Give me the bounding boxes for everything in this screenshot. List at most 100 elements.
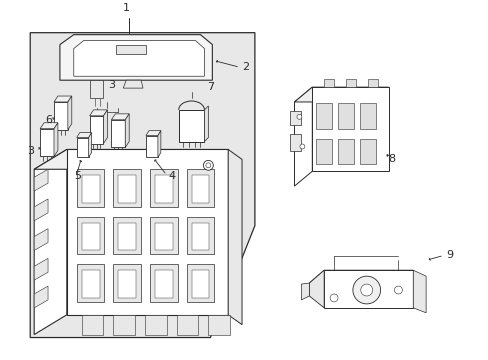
Bar — [77, 264, 104, 302]
Text: 1: 1 — [122, 3, 129, 13]
Polygon shape — [123, 80, 143, 88]
Bar — [176, 315, 198, 334]
Bar — [145, 315, 166, 334]
Bar — [337, 103, 353, 129]
Bar — [113, 169, 141, 207]
Polygon shape — [40, 123, 58, 129]
Text: 4: 4 — [168, 171, 176, 181]
Polygon shape — [228, 149, 242, 325]
Polygon shape — [301, 283, 309, 300]
Polygon shape — [158, 131, 161, 157]
Bar — [186, 264, 214, 302]
Polygon shape — [89, 116, 103, 144]
Bar — [359, 103, 375, 129]
Bar — [118, 270, 136, 298]
Polygon shape — [60, 35, 212, 80]
Bar — [186, 169, 214, 207]
Polygon shape — [54, 102, 68, 130]
Bar — [89, 80, 103, 98]
Bar — [150, 169, 177, 207]
Bar — [316, 139, 331, 164]
Text: 3: 3 — [27, 147, 34, 157]
Bar — [150, 217, 177, 255]
Text: 3: 3 — [108, 80, 115, 90]
Polygon shape — [30, 33, 254, 338]
Text: 6: 6 — [45, 115, 52, 125]
Polygon shape — [54, 123, 58, 156]
Bar — [81, 315, 103, 334]
Polygon shape — [34, 149, 67, 334]
Bar — [191, 175, 209, 203]
Circle shape — [296, 114, 301, 119]
Bar — [118, 175, 136, 203]
Polygon shape — [412, 270, 425, 313]
Bar — [289, 111, 301, 125]
Polygon shape — [34, 149, 228, 169]
Circle shape — [329, 294, 337, 302]
Bar — [113, 315, 135, 334]
Bar — [81, 223, 99, 251]
Bar — [81, 175, 99, 203]
Bar — [367, 79, 377, 87]
Polygon shape — [74, 41, 204, 76]
Polygon shape — [40, 129, 54, 156]
Polygon shape — [34, 229, 48, 251]
Polygon shape — [34, 286, 48, 308]
Polygon shape — [34, 199, 48, 221]
Polygon shape — [77, 138, 88, 157]
Polygon shape — [312, 87, 387, 171]
Text: 8: 8 — [387, 154, 395, 165]
Circle shape — [205, 163, 210, 168]
Polygon shape — [34, 258, 48, 280]
Polygon shape — [68, 96, 72, 130]
Polygon shape — [309, 270, 324, 308]
Bar — [155, 175, 172, 203]
Circle shape — [299, 144, 304, 149]
Polygon shape — [204, 106, 208, 141]
Bar — [191, 223, 209, 251]
Text: 5: 5 — [74, 171, 81, 181]
Polygon shape — [146, 136, 158, 157]
Bar — [186, 217, 214, 255]
Bar — [77, 217, 104, 255]
Bar — [77, 169, 104, 207]
Bar — [178, 110, 204, 141]
Text: 7: 7 — [206, 82, 213, 92]
Bar — [359, 139, 375, 164]
Bar — [191, 270, 209, 298]
Circle shape — [360, 284, 372, 296]
Circle shape — [394, 286, 402, 294]
Polygon shape — [67, 149, 228, 315]
Polygon shape — [111, 114, 129, 120]
Bar — [150, 264, 177, 302]
Polygon shape — [309, 270, 412, 283]
Circle shape — [203, 160, 213, 170]
Polygon shape — [77, 132, 91, 138]
Polygon shape — [103, 110, 107, 144]
Bar — [113, 264, 141, 302]
Polygon shape — [324, 270, 412, 308]
Bar — [155, 270, 172, 298]
Polygon shape — [116, 45, 146, 54]
Polygon shape — [88, 132, 91, 157]
Bar — [316, 103, 331, 129]
Text: 9: 9 — [445, 251, 452, 260]
Bar — [345, 79, 355, 87]
Bar — [289, 134, 301, 152]
Polygon shape — [89, 110, 107, 116]
Text: 2: 2 — [242, 62, 249, 72]
Polygon shape — [294, 87, 387, 102]
Polygon shape — [294, 87, 312, 186]
Bar — [81, 270, 99, 298]
Polygon shape — [111, 120, 125, 148]
Bar — [118, 223, 136, 251]
Bar — [155, 223, 172, 251]
Bar — [113, 217, 141, 255]
Polygon shape — [54, 96, 72, 102]
Circle shape — [352, 276, 380, 304]
Bar — [337, 139, 353, 164]
Bar — [324, 79, 333, 87]
Bar — [208, 315, 230, 334]
Polygon shape — [146, 131, 161, 136]
Polygon shape — [34, 169, 48, 191]
